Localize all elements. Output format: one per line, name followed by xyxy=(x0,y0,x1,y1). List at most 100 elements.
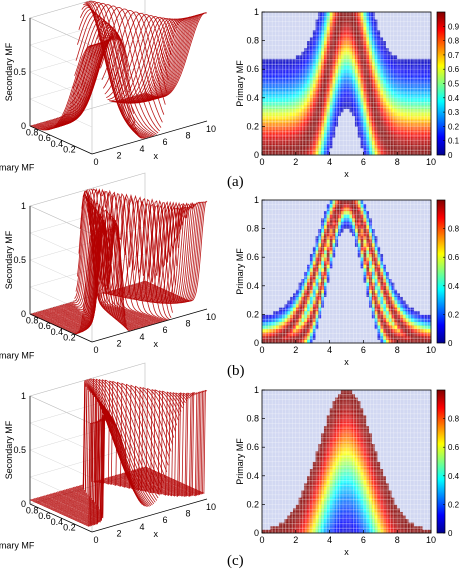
heatmap-cell xyxy=(403,94,406,98)
heatmap-cell xyxy=(369,307,372,311)
heatmap-cell xyxy=(363,26,366,30)
heatmap-cell xyxy=(301,134,304,138)
heatmap-cell xyxy=(285,112,288,116)
heatmap-cell xyxy=(273,282,276,286)
heatmap-cell xyxy=(414,325,417,329)
heatmap-cell xyxy=(279,141,282,145)
heatmap-cell xyxy=(341,204,344,208)
heatmap-cell xyxy=(375,37,378,41)
heatmap-cell xyxy=(375,300,378,304)
heatmap-cell xyxy=(403,261,406,265)
heatmap-cell xyxy=(313,264,316,268)
heatmap-cell xyxy=(318,98,321,102)
heatmap-cell xyxy=(268,272,271,276)
heatmap-cell xyxy=(386,109,389,113)
heatmap-cell xyxy=(403,268,406,272)
heatmap-cell xyxy=(352,51,355,55)
heatmap-cell xyxy=(425,126,428,130)
heatmap-cell xyxy=(262,279,265,283)
heatmap-cell xyxy=(425,80,428,84)
heatmap-cell xyxy=(397,30,400,34)
heatmap-cell xyxy=(279,130,282,134)
heatmap-cell xyxy=(414,304,417,308)
heatmap-cell xyxy=(369,55,372,59)
heatmap-cell xyxy=(324,300,327,304)
heatmap-cell xyxy=(420,73,423,77)
heatmap-cell xyxy=(341,211,344,215)
heatmap-cell xyxy=(352,148,355,152)
heatmap-cell xyxy=(403,254,406,258)
heatmap-cell xyxy=(273,23,276,27)
heatmap-cell xyxy=(273,101,276,105)
heatmap-cell xyxy=(341,109,344,113)
heatmap-cell xyxy=(341,257,344,261)
heatmap-cell xyxy=(341,297,344,301)
heatmap-cell xyxy=(414,66,417,70)
heatmap-cell xyxy=(341,279,344,283)
y-axis-label: Primary MF xyxy=(0,351,35,361)
heatmap-cell xyxy=(296,130,299,134)
heatmap-cell xyxy=(324,207,327,211)
heatmap-cell xyxy=(375,51,378,55)
heatmap-cell xyxy=(273,243,276,247)
heatmap-cell xyxy=(358,236,361,240)
heatmap-cell xyxy=(408,137,411,141)
heatmap-cell xyxy=(279,66,282,70)
heatmap-cell xyxy=(414,268,417,272)
heatmap-cell xyxy=(290,243,293,247)
heatmap-cell xyxy=(262,307,265,311)
heatmap-cell xyxy=(307,112,310,116)
heatmap-cell xyxy=(392,41,395,45)
heatmap-cell xyxy=(330,246,333,250)
heatmap-cell xyxy=(335,116,338,120)
heatmap-cell xyxy=(279,137,282,141)
heatmap-cell xyxy=(408,311,411,315)
heatmap-cell xyxy=(290,268,293,272)
heatmap-cell xyxy=(307,144,310,148)
heatmap-cell xyxy=(420,87,423,91)
heatmap-cell xyxy=(285,336,288,340)
colorbar-tick-label: 0.1 xyxy=(448,137,460,146)
heatmap-cell xyxy=(403,311,406,315)
heatmap-cell xyxy=(262,325,265,329)
heatmap-cell xyxy=(335,293,338,297)
heatmap-cell xyxy=(268,41,271,45)
heatmap-cell xyxy=(313,69,316,73)
heatmap-cell xyxy=(330,322,333,326)
heatmap-cell xyxy=(403,221,406,225)
heatmap-cell xyxy=(408,257,411,261)
heatmap-cell xyxy=(358,44,361,48)
heatmap-cell xyxy=(375,112,378,116)
heatmap-cell xyxy=(335,304,338,308)
heatmap-cell xyxy=(324,80,327,84)
heatmap-cell xyxy=(313,16,316,20)
heatmap-cell xyxy=(397,221,400,225)
heatmap-cell xyxy=(313,116,316,120)
heatmap-cell xyxy=(285,94,288,98)
heatmap-cell xyxy=(330,200,333,204)
heatmap-cell xyxy=(363,239,366,243)
heatmap-cell xyxy=(318,123,321,127)
heatmap-cell xyxy=(420,80,423,84)
heatmap-cell xyxy=(335,286,338,290)
heatmap-cell xyxy=(347,94,350,98)
heatmap-cell xyxy=(397,250,400,254)
y-tick-label: 0.6 xyxy=(38,133,51,143)
heatmap-cell xyxy=(347,98,350,102)
heatmap-cell xyxy=(380,48,383,52)
heatmap-cell xyxy=(347,126,350,130)
heatmap-cell xyxy=(425,41,428,45)
heatmap-cell xyxy=(318,130,321,134)
heatmap-cell xyxy=(352,69,355,73)
heatmap-cell xyxy=(335,246,338,250)
heatmap-cell xyxy=(408,41,411,45)
heatmap-cell xyxy=(358,204,361,208)
heatmap-cell xyxy=(397,279,400,283)
heatmap-cell xyxy=(392,101,395,105)
heatmap-cell xyxy=(403,30,406,34)
heatmap-cell xyxy=(335,91,338,95)
heatmap-cell xyxy=(358,246,361,250)
heatmap-cell xyxy=(414,37,417,41)
heatmap-cell xyxy=(313,261,316,265)
heatmap-cell xyxy=(414,73,417,77)
